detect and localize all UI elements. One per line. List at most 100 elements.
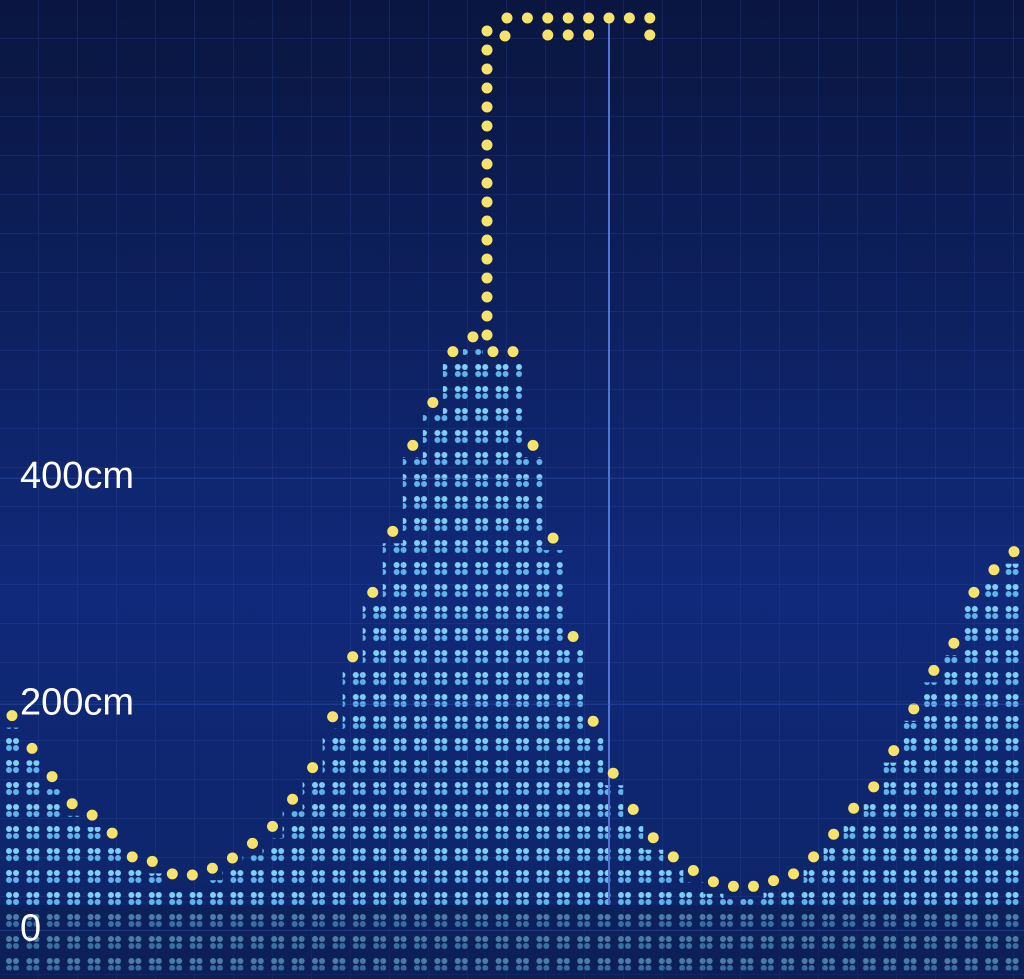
y-tick-label: 400cm <box>20 455 134 497</box>
columns <box>2 348 1024 971</box>
line-dot <box>146 855 158 867</box>
dot-column <box>943 655 964 971</box>
dot-column <box>102 845 123 971</box>
line-dot <box>246 837 258 849</box>
y-axis: 0 200cm 400cm <box>0 455 1024 949</box>
line-dot <box>687 864 699 876</box>
line-dot <box>948 637 960 649</box>
flag-dot <box>481 177 493 189</box>
line-dot <box>66 798 78 810</box>
flag-dot <box>481 253 493 265</box>
dot-column <box>523 457 544 971</box>
dot-column <box>422 414 443 971</box>
flag-dot <box>583 12 595 24</box>
dot-column <box>402 457 423 971</box>
flag-dot <box>481 82 493 94</box>
dot-column <box>683 882 704 971</box>
dot-column <box>262 838 283 971</box>
dot-column <box>362 604 383 971</box>
line-dot <box>226 852 238 864</box>
dot-column <box>503 363 523 971</box>
flag-dot <box>481 310 493 322</box>
dot-column <box>843 820 864 971</box>
flag-dot <box>481 44 493 56</box>
flag-dot <box>542 29 554 41</box>
dot-column <box>663 868 684 971</box>
flag-dot <box>481 101 493 113</box>
line-dot <box>307 762 319 774</box>
flag-dot <box>562 29 574 41</box>
flag-dot <box>481 215 493 227</box>
line-dot <box>868 781 880 793</box>
line-dot <box>6 710 18 722</box>
line-dot <box>467 331 479 343</box>
dot-column <box>2 727 22 971</box>
dot-column <box>963 604 984 971</box>
line-dot <box>86 809 98 821</box>
line-dots <box>6 331 1020 892</box>
dot-column <box>883 762 904 971</box>
flag-dot <box>481 196 493 208</box>
dot-column <box>122 868 143 971</box>
line-dot <box>727 880 739 892</box>
line-dot <box>26 742 38 754</box>
line-dot <box>407 439 419 451</box>
line-dot <box>607 767 619 779</box>
line-dot <box>667 851 679 863</box>
dot-column <box>462 348 483 971</box>
dot-column <box>202 880 223 971</box>
dot-column <box>903 720 924 971</box>
dot-column <box>863 798 884 971</box>
dot-column <box>182 886 203 971</box>
flag-dot <box>623 12 635 24</box>
dot-column <box>923 682 944 971</box>
dot-column <box>342 668 363 971</box>
dot-column <box>242 855 263 971</box>
flag-dot <box>583 29 595 41</box>
flag-dot <box>542 12 554 24</box>
line-dot <box>367 586 379 598</box>
floor-reflection <box>0 905 1024 979</box>
dot-column <box>583 733 604 971</box>
dot-column <box>42 788 63 971</box>
dot-column <box>1004 563 1024 971</box>
line-dot <box>888 745 900 757</box>
flag-dot <box>644 12 656 24</box>
line-dot <box>627 803 639 815</box>
dot-column <box>482 363 503 971</box>
dot-column <box>803 868 824 971</box>
dot-column <box>983 581 1004 971</box>
line-dot <box>1008 546 1020 558</box>
flag-dot <box>481 234 493 246</box>
line-dot <box>768 875 780 887</box>
dot-column <box>82 827 103 971</box>
flag-dot <box>481 25 493 37</box>
line-dot <box>327 711 339 723</box>
y-tick-label: 200cm <box>20 681 134 723</box>
line-dot <box>848 802 860 814</box>
dot-column <box>723 898 744 971</box>
flag-dot <box>499 30 511 42</box>
line-dot <box>908 703 920 715</box>
dot-column <box>783 885 804 971</box>
dot-column <box>322 728 343 971</box>
dot-column <box>543 550 564 971</box>
flag-dot <box>481 120 493 132</box>
dot-column <box>382 543 403 971</box>
flag-dot <box>501 12 513 24</box>
y-tick-label: 0 <box>20 907 41 949</box>
flag-dot <box>481 158 493 170</box>
flag-dot <box>562 12 574 24</box>
flag-dot <box>481 272 493 284</box>
flag-dot <box>481 139 493 151</box>
line-dot <box>988 564 1000 576</box>
line-dot <box>968 586 980 598</box>
dot-column <box>162 885 183 971</box>
line-dot <box>206 862 218 874</box>
line-dot <box>447 346 459 358</box>
flag-dot <box>603 12 615 24</box>
line-dot <box>567 630 579 642</box>
flag-dot <box>521 12 533 24</box>
line-dot <box>928 664 940 676</box>
